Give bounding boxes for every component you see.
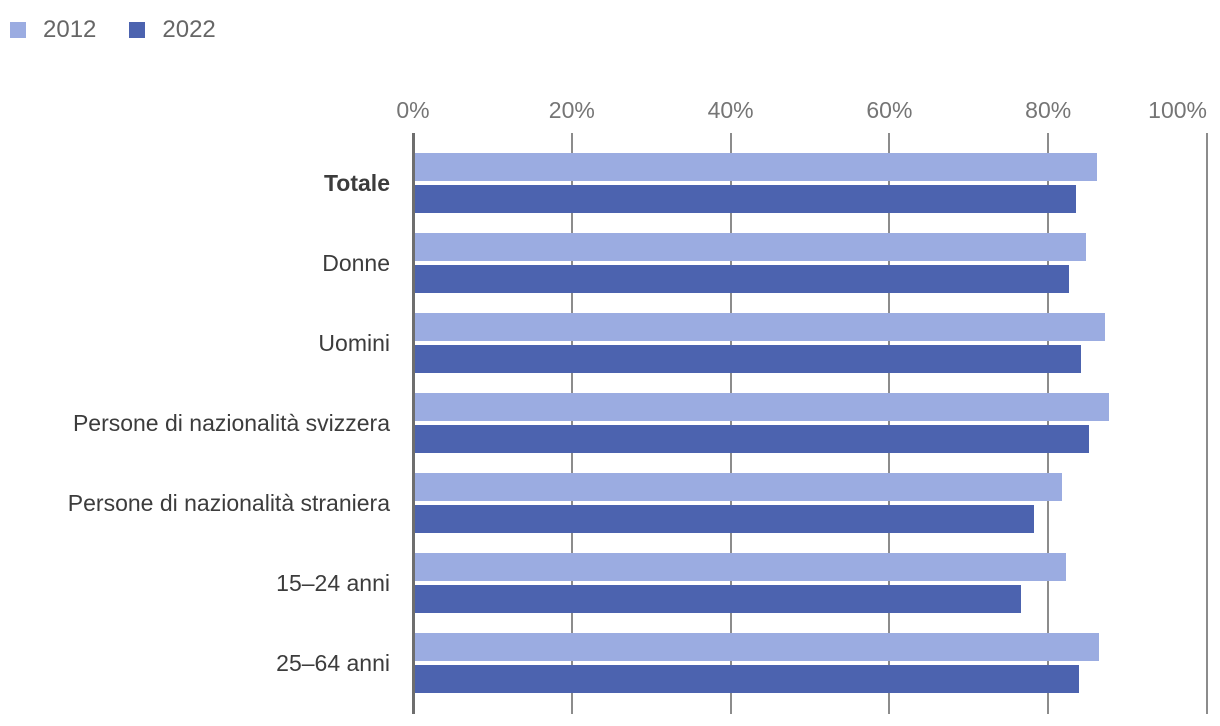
- bar-2022-uomini: [414, 345, 1082, 373]
- bar-2022-persone-di-nazionalit-straniera: [414, 505, 1034, 533]
- legend-swatch-2012: [10, 22, 26, 38]
- bar-2012-totale: [414, 153, 1098, 181]
- bar-2022-persone-di-nazionalit-svizzera: [414, 425, 1090, 453]
- tick-label-40%: 40%: [707, 97, 754, 123]
- bar-2012-persone-di-nazionalit-straniera: [414, 473, 1062, 501]
- bar-2012-25-64-anni: [414, 633, 1099, 661]
- tick-label-0%: 0%: [396, 97, 430, 123]
- bar-2022-25-64-anni: [414, 665, 1080, 693]
- bar-2012-uomini: [414, 313, 1106, 341]
- category-label-15-24-anni: 15–24 anni: [276, 570, 390, 596]
- category-label-persone-di-nazionalit-svizzera: Persone di nazionalità svizzera: [72, 410, 390, 436]
- category-label-25-64-anni: 25–64 anni: [276, 650, 390, 676]
- bar-2022-totale: [414, 185, 1076, 213]
- gridline-100%: [1206, 133, 1208, 714]
- gridline-20%: [570, 133, 573, 714]
- category-label-totale: Totale: [323, 170, 390, 196]
- bar-2022-donne: [414, 265, 1069, 293]
- bar-2012-persone-di-nazionalit-svizzera: [414, 393, 1110, 421]
- category-label-donne: Donne: [322, 250, 390, 276]
- tick-label-80%: 80%: [1025, 97, 1072, 123]
- bar-2012-15-24-anni: [414, 553, 1066, 581]
- category-label-persone-di-nazionalit-straniera: Persone di nazionalità straniera: [67, 490, 390, 516]
- legend: 2012 2022: [10, 18, 216, 42]
- bar-2022-15-24-anni: [414, 585, 1022, 613]
- legend-item-2012: 2012: [10, 18, 96, 42]
- y-axis-line: [411, 133, 415, 714]
- legend-item-2022: 2022: [129, 16, 216, 43]
- legend-swatch-2022: [129, 22, 146, 38]
- legend-label-2012: 2012: [43, 16, 97, 43]
- gridline-60%: [888, 133, 891, 714]
- tick-label-60%: 60%: [866, 97, 913, 123]
- bar-2012-donne: [414, 233, 1087, 261]
- gridline-80%: [1047, 133, 1050, 714]
- legend-label-2022: 2022: [162, 16, 216, 43]
- tick-label-100%: 100%: [1148, 97, 1207, 123]
- tick-label-20%: 20%: [548, 97, 595, 123]
- category-label-uomini: Uomini: [318, 330, 390, 356]
- gridline-40%: [729, 133, 732, 714]
